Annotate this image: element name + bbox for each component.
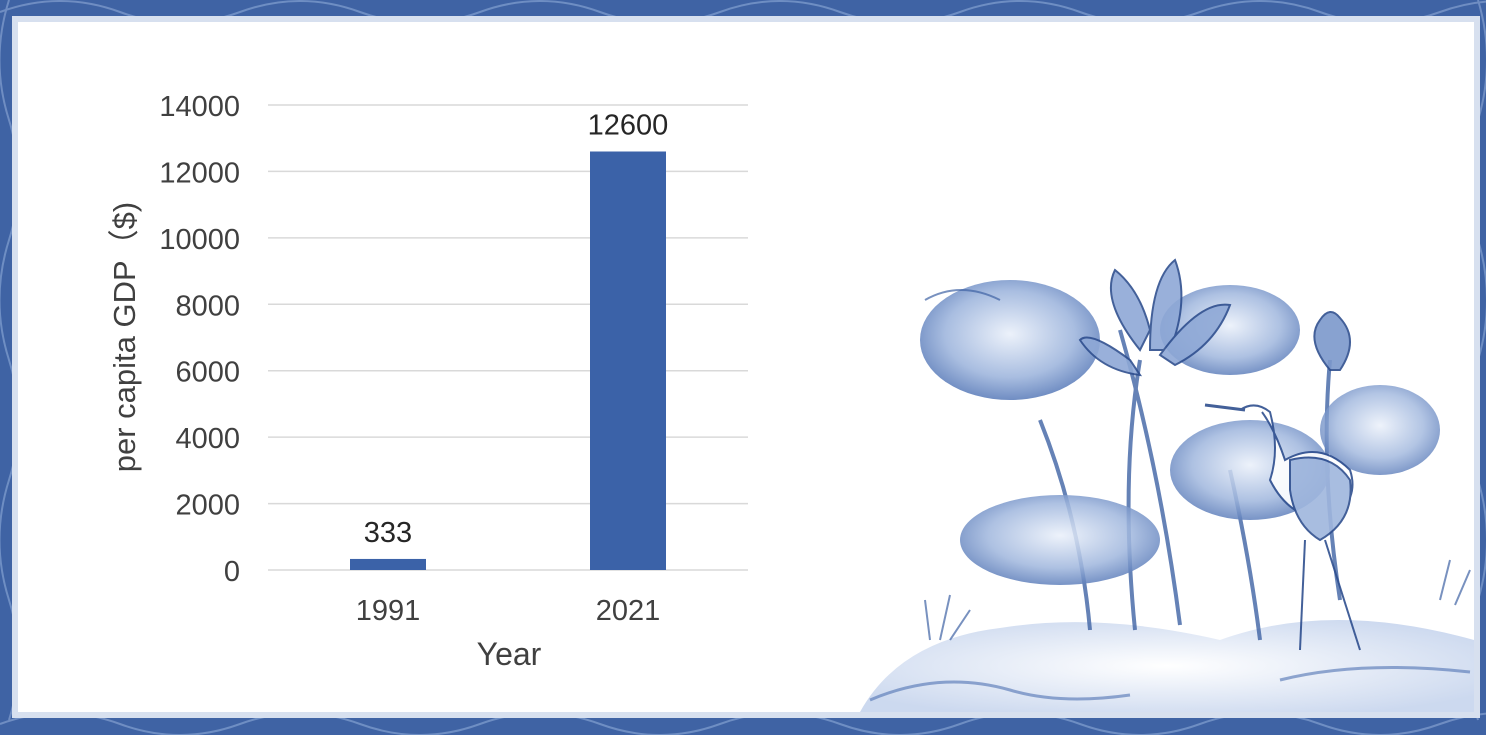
y-tick-label: 0 bbox=[224, 556, 240, 588]
data-label-1991: 333 bbox=[364, 517, 412, 549]
gridlines bbox=[268, 105, 748, 570]
x-tick-label: 1991 bbox=[356, 595, 421, 627]
x-tick-labels: 1991 2021 bbox=[356, 595, 661, 627]
x-tick-label: 2021 bbox=[596, 595, 661, 627]
y-axis-title: per capita GDP（$) bbox=[107, 202, 142, 473]
bar-2021 bbox=[590, 152, 666, 571]
y-tick-label: 14000 bbox=[159, 91, 240, 123]
data-label-2021: 12600 bbox=[588, 110, 669, 142]
y-tick-label: 10000 bbox=[159, 224, 240, 256]
bar-1991 bbox=[350, 559, 426, 570]
y-tick-label: 2000 bbox=[175, 490, 240, 522]
x-axis-title: Year bbox=[477, 636, 542, 672]
y-tick-label: 4000 bbox=[175, 423, 240, 455]
y-tick-label: 12000 bbox=[159, 157, 240, 189]
y-tick-label: 8000 bbox=[175, 290, 240, 322]
y-tick-labels: 0 2000 4000 6000 8000 10000 12000 14000 bbox=[159, 91, 240, 588]
y-tick-label: 6000 bbox=[175, 357, 240, 389]
bars bbox=[350, 152, 666, 571]
